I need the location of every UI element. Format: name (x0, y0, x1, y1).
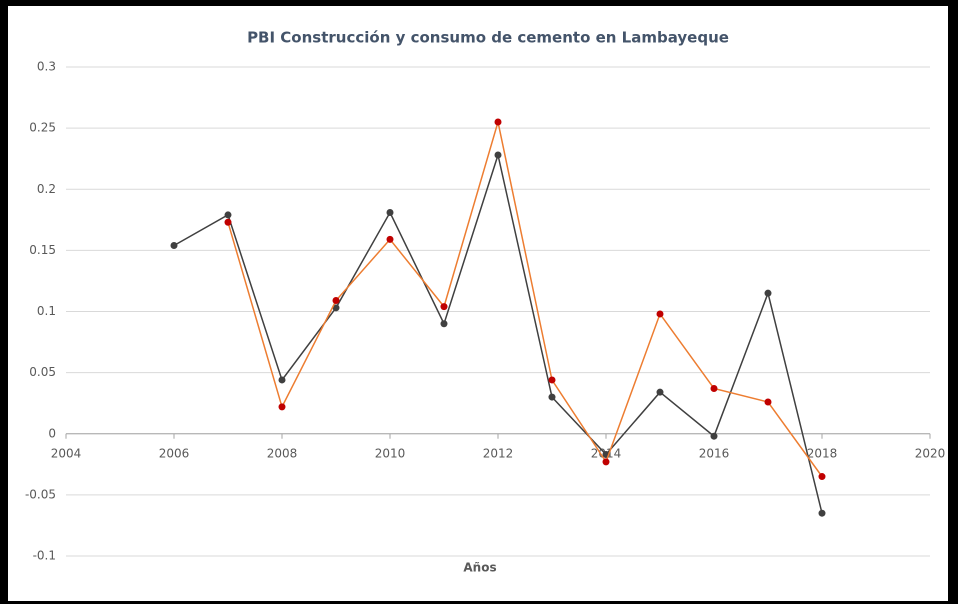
point (332, 304, 340, 312)
point (764, 289, 772, 297)
point (386, 208, 394, 216)
point (656, 388, 664, 396)
point (440, 303, 448, 311)
y-tick-label: 0 (48, 426, 56, 440)
point (224, 218, 232, 226)
x-tick-label: 2010 (375, 446, 406, 460)
point (818, 473, 826, 481)
y-tick-label: -0.1 (33, 549, 56, 563)
x-tick-label: 2004 (51, 446, 82, 460)
point (224, 211, 232, 219)
x-axis-title: Años (463, 561, 496, 575)
point (818, 509, 826, 517)
point (332, 296, 340, 304)
point (440, 320, 448, 328)
y-tick-label: 0.05 (29, 365, 56, 379)
point (710, 432, 718, 440)
x-tick-label: 2012 (483, 446, 514, 460)
point (602, 458, 610, 466)
point (764, 398, 772, 406)
y-tick-label: 0.25 (29, 121, 56, 135)
point (656, 310, 664, 318)
y-tick-label: 0.15 (29, 243, 56, 257)
x-tick-label: 2016 (699, 446, 730, 460)
point (170, 241, 178, 249)
x-tick-label: 2020 (915, 446, 946, 460)
y-tick-label: -0.05 (25, 487, 56, 501)
point (548, 376, 556, 384)
point (278, 376, 286, 384)
point (494, 151, 502, 159)
series-line (227, 121, 823, 477)
y-tick-label: 0.1 (37, 304, 56, 318)
y-tick-label: 0.2 (37, 182, 56, 196)
x-tick-label: 2008 (267, 446, 298, 460)
point (386, 235, 394, 243)
y-tick-label: 0.3 (37, 60, 56, 74)
point (710, 385, 718, 393)
point (548, 393, 556, 401)
point (494, 118, 502, 126)
point (278, 403, 286, 411)
x-tick-label: 2006 (159, 446, 190, 460)
chart-title: PBI Construcción y consumo de cemento en… (247, 29, 729, 47)
x-tick-label: 2018 (807, 446, 838, 460)
